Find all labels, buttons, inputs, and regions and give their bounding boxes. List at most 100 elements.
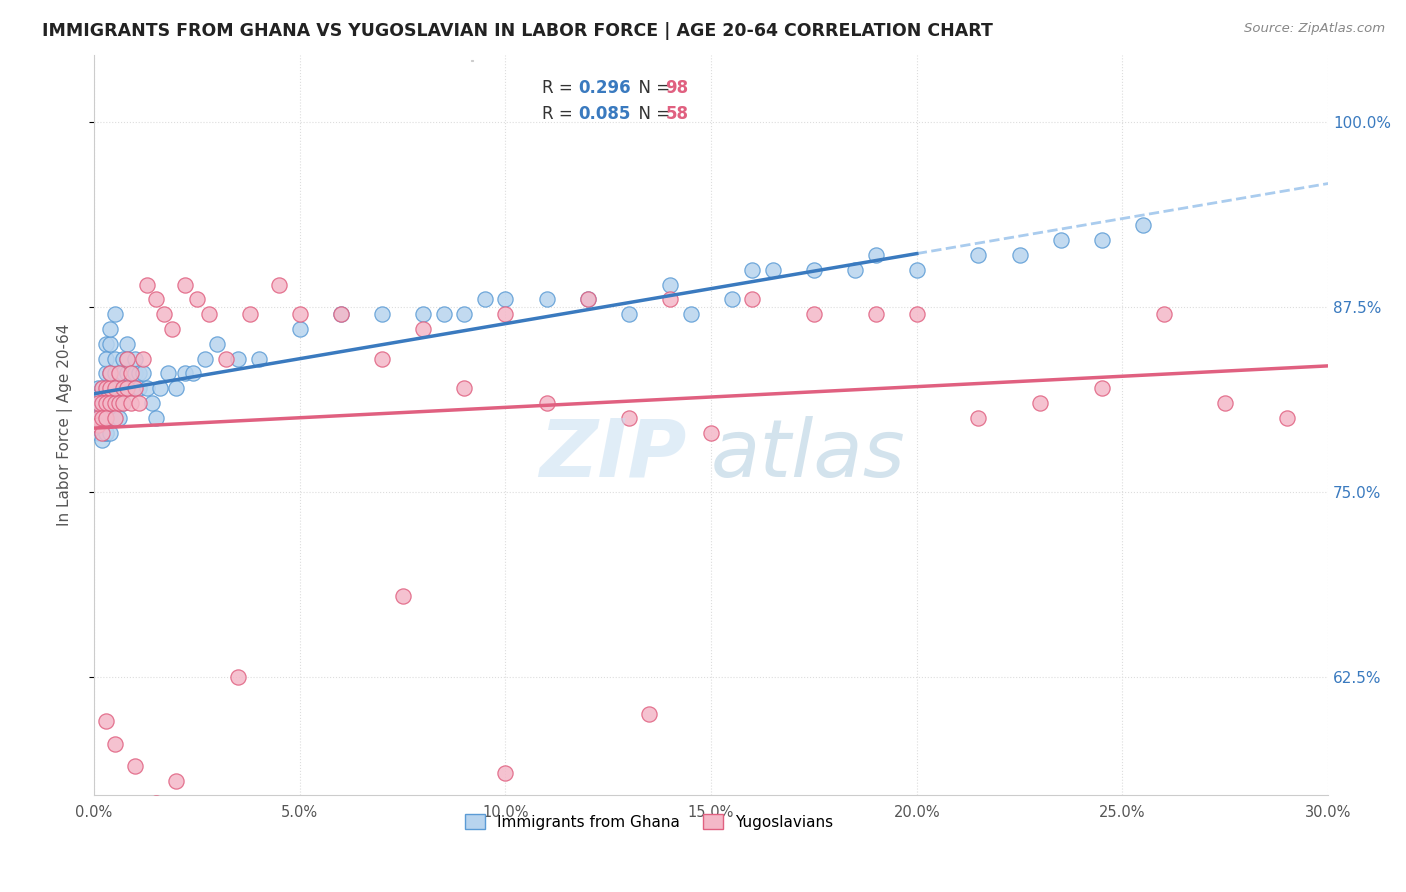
Point	[1049, 233, 1071, 247]
Point	[145, 796, 167, 810]
Point	[103, 410, 125, 425]
Text: R =: R =	[541, 79, 578, 97]
Point	[1029, 396, 1052, 410]
Point	[96, 396, 118, 410]
Point	[494, 293, 516, 307]
Point	[103, 367, 125, 381]
Point	[103, 351, 125, 366]
Point	[91, 418, 114, 433]
Point	[91, 410, 114, 425]
Point	[96, 425, 118, 440]
Point	[100, 410, 122, 425]
Point	[103, 396, 125, 410]
Point	[107, 410, 129, 425]
Point	[803, 262, 825, 277]
Point	[617, 307, 640, 321]
Point	[720, 293, 742, 307]
Point	[165, 773, 187, 788]
Point	[91, 410, 114, 425]
Point	[226, 351, 249, 366]
Point	[741, 262, 763, 277]
Point	[288, 322, 311, 336]
Point	[1091, 381, 1114, 395]
Point	[128, 396, 150, 410]
Point	[165, 381, 187, 395]
Point	[173, 367, 195, 381]
Text: N =: N =	[628, 105, 676, 123]
Point	[96, 381, 118, 395]
Point	[905, 262, 928, 277]
Point	[96, 396, 118, 410]
Point	[679, 307, 702, 321]
Point	[269, 277, 291, 292]
Point	[96, 410, 118, 425]
Point	[194, 351, 217, 366]
Point	[96, 425, 118, 440]
Text: 0.296: 0.296	[578, 79, 630, 97]
Point	[173, 277, 195, 292]
Point	[329, 307, 352, 321]
Point	[128, 367, 150, 381]
Point	[247, 351, 270, 366]
Point	[107, 396, 129, 410]
Point	[391, 589, 413, 603]
Point	[87, 396, 110, 410]
Point	[124, 759, 146, 773]
Point	[136, 277, 159, 292]
Point	[87, 418, 110, 433]
Point	[214, 351, 236, 366]
Point	[115, 336, 138, 351]
Point	[87, 410, 110, 425]
Point	[371, 307, 394, 321]
Point	[536, 293, 558, 307]
Point	[111, 381, 134, 395]
Point	[91, 381, 114, 395]
Point	[91, 396, 114, 410]
Point	[494, 766, 516, 780]
Point	[536, 396, 558, 410]
Point	[91, 410, 114, 425]
Point	[412, 307, 434, 321]
Point	[762, 262, 785, 277]
Point	[103, 410, 125, 425]
Point	[87, 418, 110, 433]
Point	[371, 351, 394, 366]
Point	[87, 410, 110, 425]
Point	[1213, 396, 1236, 410]
Point	[107, 367, 129, 381]
Point	[96, 367, 118, 381]
Point	[96, 336, 118, 351]
Point	[145, 410, 167, 425]
Point	[617, 410, 640, 425]
Point	[91, 381, 114, 395]
Point	[153, 307, 176, 321]
Point	[412, 322, 434, 336]
Point	[124, 381, 146, 395]
Text: 98: 98	[665, 79, 689, 97]
Point	[100, 396, 122, 410]
Point	[149, 381, 172, 395]
Point	[433, 307, 456, 321]
Point	[474, 293, 496, 307]
Point	[207, 336, 229, 351]
Point	[87, 403, 110, 417]
Point	[1153, 307, 1175, 321]
Point	[120, 367, 142, 381]
Point	[226, 670, 249, 684]
Point	[91, 396, 114, 410]
Y-axis label: In Labor Force | Age 20-64: In Labor Force | Age 20-64	[58, 324, 73, 526]
Point	[132, 351, 155, 366]
Point	[100, 367, 122, 381]
Point	[198, 307, 221, 321]
Point	[87, 396, 110, 410]
Point	[658, 293, 681, 307]
Point	[136, 381, 159, 395]
Point	[111, 396, 134, 410]
Point	[111, 381, 134, 395]
Point	[103, 381, 125, 395]
Point	[100, 425, 122, 440]
Point	[181, 367, 204, 381]
Point	[141, 396, 163, 410]
Text: Source: ZipAtlas.com: Source: ZipAtlas.com	[1244, 22, 1385, 36]
Point	[124, 351, 146, 366]
